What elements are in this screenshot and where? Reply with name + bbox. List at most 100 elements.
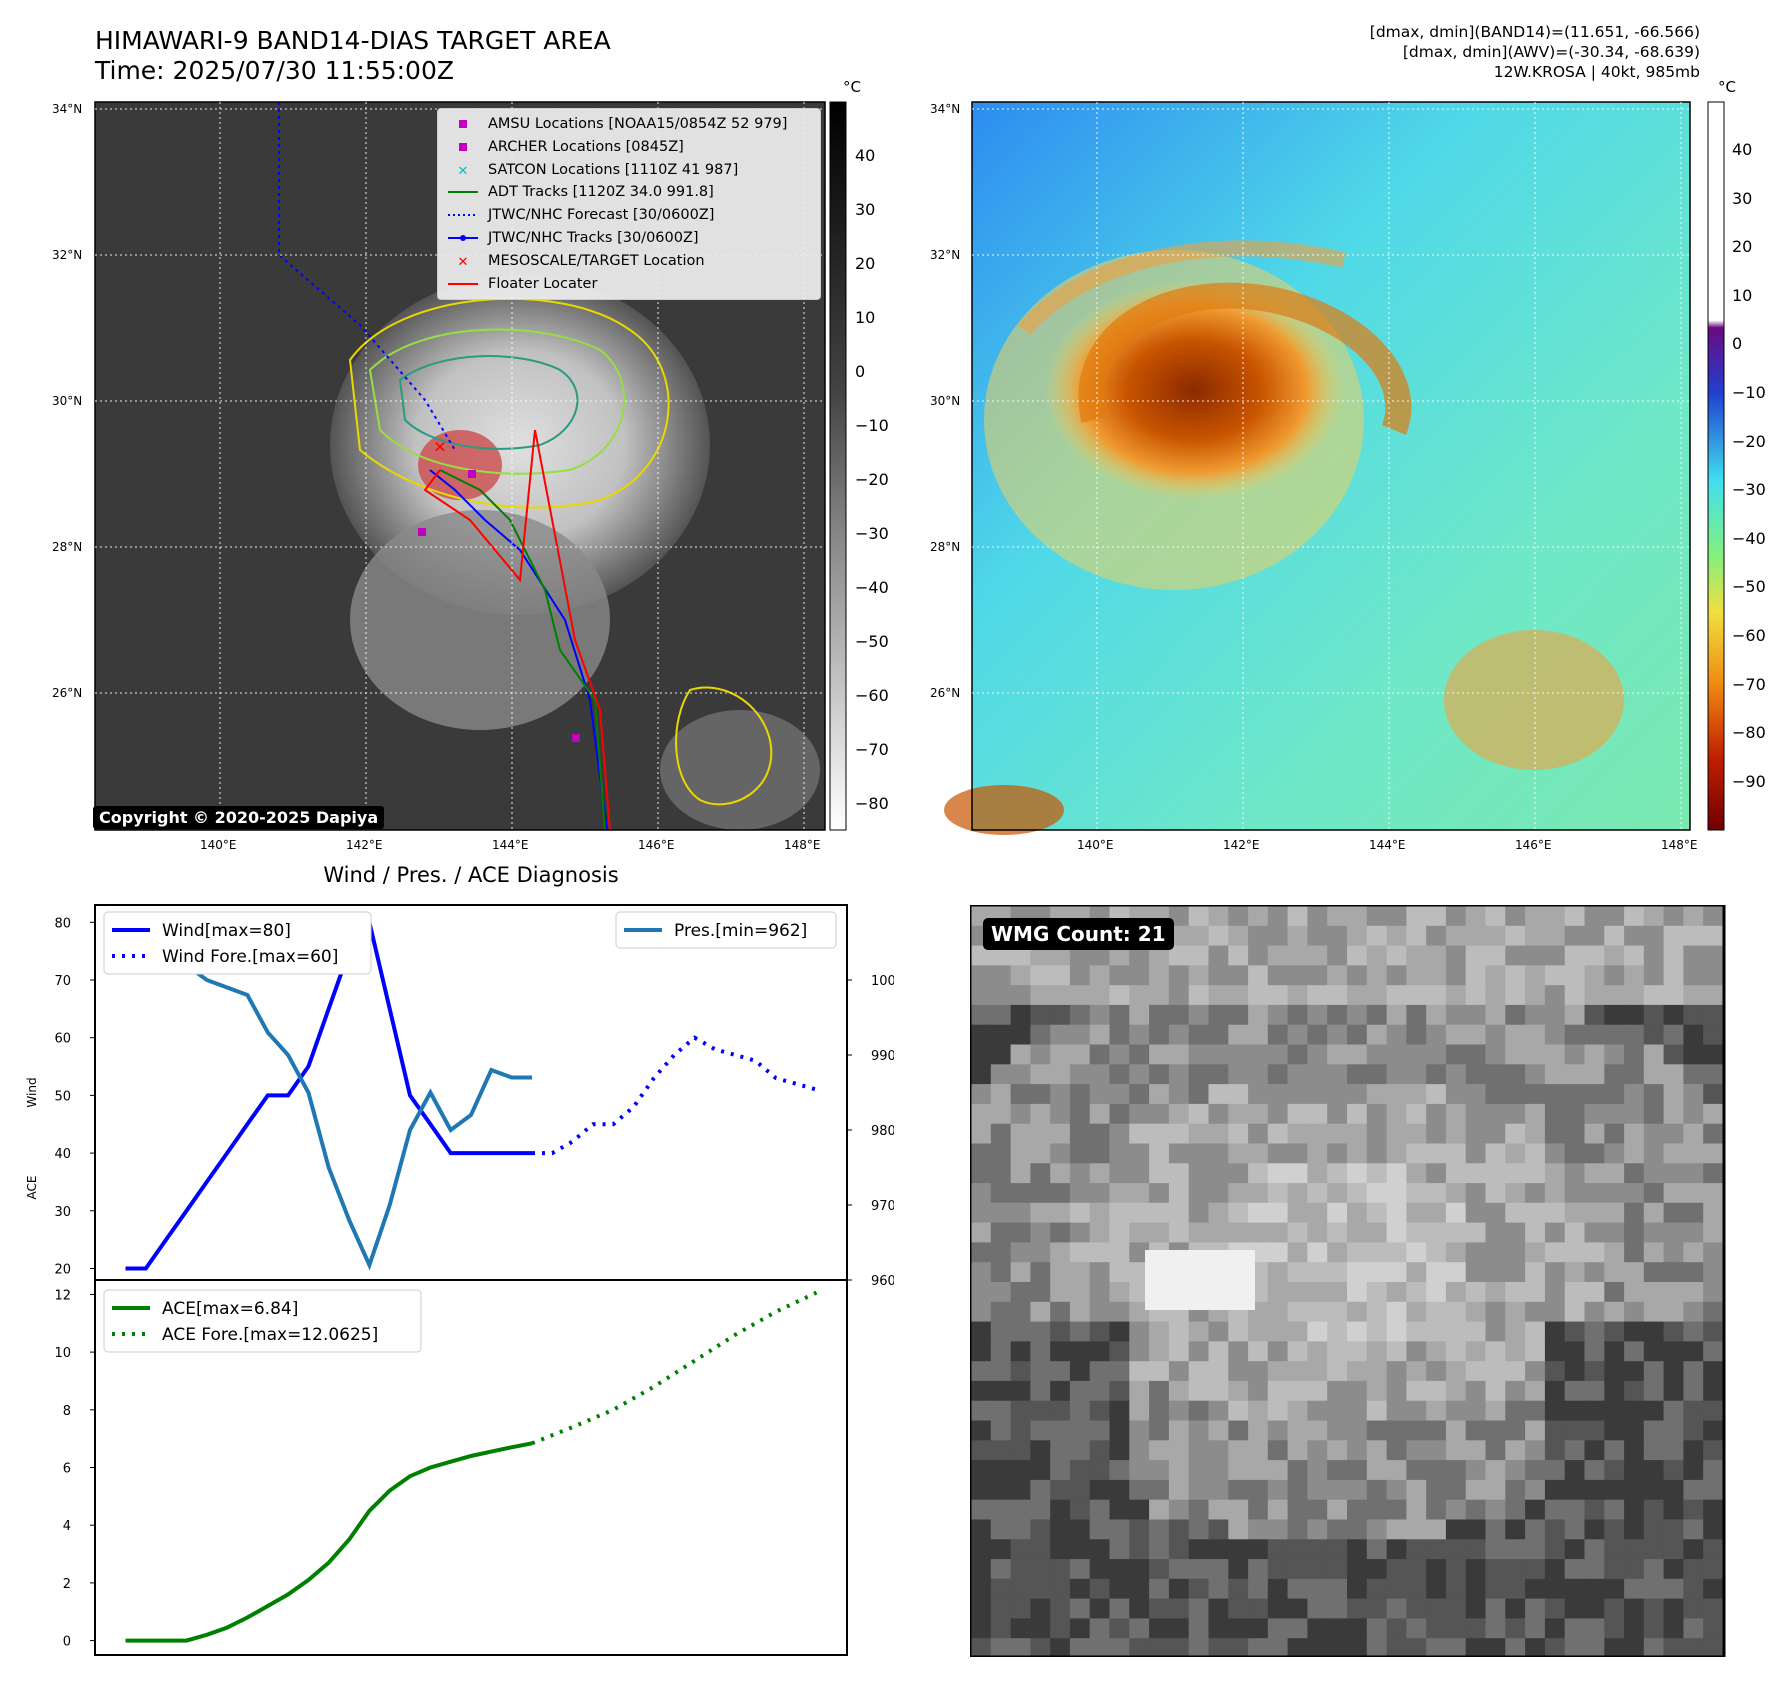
awv-colorbar-tick: −90 bbox=[1732, 771, 1766, 791]
ir-colorbar-tick: −40 bbox=[855, 578, 889, 597]
legend-item: Floater Locater bbox=[446, 274, 597, 294]
title-line-2: Time: 2025/07/30 11:55:00Z bbox=[95, 56, 454, 85]
legend-label: ADT Tracks [1120Z 34.0 991.8] bbox=[488, 184, 714, 201]
awv-lon-label: 140°E bbox=[1077, 838, 1114, 852]
legend-label: AMSU Locations [NOAA15/0854Z 52 979] bbox=[488, 116, 788, 132]
awv-colorbar-tick: −70 bbox=[1732, 674, 1766, 694]
ace-tick-label: 12 bbox=[54, 1288, 71, 1303]
awv-frame bbox=[971, 101, 1691, 831]
amsu-marker bbox=[468, 470, 476, 478]
info-line-3: 12W.KROSA | 40kt, 985mb bbox=[1493, 63, 1700, 81]
awv-lon-label: 148°E bbox=[1661, 838, 1698, 852]
ir-colorbar-unit: °C bbox=[843, 78, 861, 96]
wind-tick-label: 70 bbox=[54, 974, 71, 989]
ir-colorbar-tick: −10 bbox=[855, 416, 889, 435]
legend-label: Floater Locater bbox=[488, 275, 598, 292]
wmg-frame bbox=[970, 905, 1726, 1657]
awv-se-band bbox=[1444, 630, 1624, 770]
pressure-tick-label: 980 bbox=[871, 1124, 894, 1139]
ir-lat-axis: 34°N 32°N 30°N 28°N 26°N bbox=[52, 102, 92, 830]
diagnosis-panel: Wind / Pres. / ACE Diagnosis203040506070… bbox=[25, 863, 894, 1656]
pressure-tick-label: 970 bbox=[871, 1199, 894, 1214]
archer-marker bbox=[572, 734, 580, 742]
ir-colorbar-tick: −80 bbox=[855, 794, 889, 813]
ir-lat-label: 32°N bbox=[52, 248, 83, 262]
jtwc-track bbox=[429, 469, 608, 831]
map-legend: AMSU Locations [NOAA15/0854Z 52 979] ARCH… bbox=[437, 108, 821, 300]
legend-label: JTWC/NHC Forecast [30/0600Z] bbox=[488, 207, 715, 224]
awv-outer-band bbox=[1017, 240, 1346, 336]
wmg-eye bbox=[1145, 1250, 1255, 1310]
awv-lon-axis: 140°E 142°E 144°E 146°E 148°E bbox=[894, 838, 1788, 858]
legend-item: ADT Tracks [1120Z 34.0 991.8] bbox=[446, 182, 714, 202]
svg-text:✕: ✕ bbox=[458, 255, 469, 269]
storm-info: [dmax, dmin](BAND14)=(11.651, -66.566) [… bbox=[1370, 22, 1700, 82]
ir-colorbar-tick: −50 bbox=[855, 632, 889, 651]
legend-label: MESOSCALE/TARGET Location bbox=[488, 252, 705, 269]
ace-forecast-series bbox=[531, 1290, 818, 1446]
legend-swatch bbox=[448, 282, 478, 285]
svg-text:✕: ✕ bbox=[458, 164, 469, 178]
wind-tick-label: 80 bbox=[54, 916, 71, 931]
ir-colorbar-tick: −70 bbox=[855, 740, 889, 759]
awv-lon-label: 144°E bbox=[1369, 838, 1406, 852]
ace-tick-label: 0 bbox=[63, 1635, 71, 1650]
ir-lat-label: 30°N bbox=[52, 394, 83, 408]
pressure-legend: Pres.[min=962] bbox=[615, 911, 837, 949]
ir-colorbar-tick: −30 bbox=[855, 524, 889, 543]
copyright-badge: Copyright © 2020-2025 Dapiya bbox=[93, 806, 385, 829]
legend-item: ✕ MESOSCALE/TARGET Location bbox=[446, 251, 705, 271]
ir-lon-label: 146°E bbox=[638, 838, 675, 852]
awv-map-plot bbox=[944, 101, 1691, 835]
awv-colorbar-tick: −80 bbox=[1732, 723, 1766, 743]
contour-teal bbox=[398, 355, 579, 450]
awv-lat-label: 30°N bbox=[930, 394, 961, 408]
legend-label: JTWC/NHC Tracks [30/0600Z] bbox=[488, 230, 699, 246]
ir-colorbar-ticks: 40 30 20 10 0 −10 −20 −30 −40 −50 −60 −70 −80 bbox=[855, 146, 895, 826]
ir-lat-label: 28°N bbox=[52, 540, 83, 554]
title-line-1: HIMAWARI-9 BAND14-DIAS TARGET AREA bbox=[95, 26, 611, 55]
ir-lat-label: 26°N bbox=[52, 686, 83, 700]
ir-cloud-se bbox=[660, 710, 820, 830]
awv-colorbar-tick: −40 bbox=[1732, 528, 1766, 548]
target-marker: ✕ bbox=[433, 438, 446, 457]
awv-lat-label: 34°N bbox=[930, 102, 961, 116]
wind-series bbox=[125, 917, 532, 1271]
ir-colorbar-tick: 30 bbox=[855, 200, 876, 219]
awv-lon-label: 146°E bbox=[1515, 838, 1552, 852]
ace-tick-label: 10 bbox=[54, 1346, 71, 1361]
awv-colorbar-tick: −30 bbox=[1732, 480, 1766, 500]
ir-frame bbox=[94, 101, 826, 831]
legend-swatch bbox=[459, 120, 467, 128]
wind-forecast-series bbox=[532, 1035, 818, 1156]
wind-tick-label: 60 bbox=[54, 1032, 71, 1047]
ir-lon-label: 148°E bbox=[784, 838, 821, 852]
legend-swatch: ✕ bbox=[458, 164, 469, 178]
wmg-pixels bbox=[971, 906, 1724, 1657]
info-line-2: [dmax, dmin](AWV)=(-30.34, -68.639) bbox=[1402, 43, 1700, 61]
legend-item: JTWC/NHC Forecast [30/0600Z] bbox=[446, 205, 714, 225]
awv-colorbar-tick: −50 bbox=[1732, 577, 1766, 597]
ir-colorbar-tick: −20 bbox=[855, 470, 889, 489]
legend-item: AMSU Locations [NOAA15/0854Z 52 979] bbox=[446, 114, 787, 134]
awv-sw-dry bbox=[944, 785, 1064, 835]
awv-colorbar-tick: 30 bbox=[1732, 188, 1753, 208]
wind-tick-label: 40 bbox=[54, 1147, 71, 1162]
ir-colorbar-tick: 10 bbox=[855, 308, 876, 327]
pressure-tick-label: 960 bbox=[871, 1274, 894, 1289]
contour-lightgreen bbox=[368, 328, 625, 475]
ir-cloud-band bbox=[350, 510, 610, 730]
ir-lon-label: 144°E bbox=[492, 838, 529, 852]
ir-colorbar-tick: −60 bbox=[855, 686, 889, 705]
awv-colorbar-tick: −20 bbox=[1732, 431, 1766, 451]
legend-item: ✕ SATCON Locations [1110Z 41 987] bbox=[446, 160, 739, 180]
diagnosis-title: Wind / Pres. / ACE Diagnosis bbox=[323, 863, 618, 887]
awv-colorbar-tick: 0 bbox=[1732, 334, 1743, 354]
legend-swatch bbox=[459, 142, 467, 151]
awv-lon-label: 142°E bbox=[1223, 838, 1260, 852]
awv-lat-label: 32°N bbox=[930, 248, 961, 262]
chart-legend-label: Pres.[min=962] bbox=[674, 921, 807, 941]
awv-colorbar-tick: −10 bbox=[1732, 383, 1766, 402]
legend-swatch bbox=[448, 191, 478, 194]
legend-swatch: ✕ bbox=[458, 255, 469, 269]
